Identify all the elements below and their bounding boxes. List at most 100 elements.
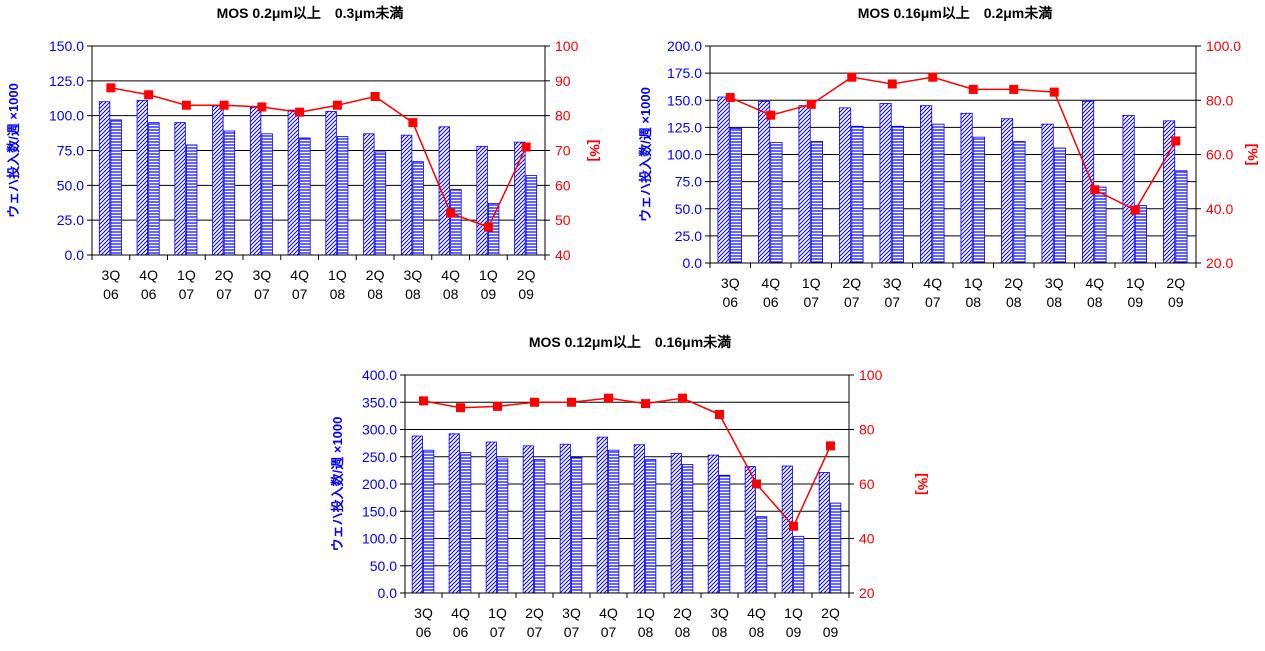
- x-tick-label: 3Q: [414, 605, 433, 621]
- line-marker: [887, 79, 897, 89]
- bar-horizontal: [336, 136, 349, 256]
- bar-horizontal: [608, 449, 620, 594]
- x-tick-label: 3Q: [102, 267, 121, 283]
- x-tick-label: 08: [367, 286, 383, 302]
- x-tick-label: 08: [1087, 294, 1103, 310]
- bar-horizontal: [830, 502, 842, 594]
- chart-title: MOS 0.12μm以上 0.16μm未満: [529, 334, 731, 350]
- line-marker: [493, 401, 502, 411]
- x-tick-label: 09: [786, 624, 802, 640]
- y2-tick-label: 100: [555, 38, 579, 54]
- bar-diagonal: [960, 112, 973, 264]
- y-tick-label: 200.0: [362, 476, 397, 492]
- y-tick-label: 200.0: [667, 38, 702, 54]
- x-tick-label: 2Q: [525, 605, 544, 621]
- line-marker: [530, 397, 539, 407]
- x-tick-label: 2Q: [1004, 275, 1023, 291]
- line-marker: [419, 396, 428, 406]
- y2-tick-label: 90: [555, 73, 571, 89]
- chart-title: MOS 0.16μm以上 0.2μm未満: [858, 5, 1053, 21]
- bar-horizontal: [450, 189, 462, 256]
- bar-horizontal: [460, 451, 472, 594]
- y-axis-title: ウェハ投入数/週 ×1000: [638, 87, 653, 222]
- bar-horizontal: [729, 128, 742, 264]
- line-marker: [789, 521, 798, 531]
- x-tick-label: 1Q: [802, 275, 821, 291]
- y2-tick-label: 70: [555, 143, 571, 159]
- line-marker: [678, 393, 687, 403]
- bar-horizontal: [645, 459, 657, 594]
- x-tick-label: 07: [527, 624, 543, 640]
- x-tick-label: 08: [965, 294, 981, 310]
- line-series: [110, 87, 527, 229]
- bar-horizontal: [497, 458, 509, 594]
- y-axis-title: ウェハ投入数/週 ×1000: [330, 417, 345, 552]
- y-tick-label: 25.0: [57, 212, 84, 228]
- line-marker: [715, 410, 724, 420]
- y-tick-label: 175.0: [667, 65, 702, 81]
- x-tick-label: 2Q: [1166, 275, 1185, 291]
- line-marker: [219, 100, 229, 110]
- line-marker: [1130, 205, 1140, 215]
- x-tick-label: 08: [1006, 294, 1022, 310]
- x-tick-label: 1Q: [328, 267, 347, 283]
- bar-horizontal: [412, 161, 424, 256]
- bar-diagonal: [758, 100, 771, 264]
- x-tick-label: 2Q: [366, 267, 385, 283]
- bar-diagonal: [485, 441, 497, 594]
- bar-diagonal: [249, 106, 262, 256]
- x-tick-label: 3Q: [253, 267, 272, 283]
- x-tick-label: 07: [490, 624, 506, 640]
- bar-diagonal: [839, 107, 852, 264]
- bar-diagonal: [287, 109, 300, 256]
- line-marker: [752, 479, 761, 489]
- line-marker: [766, 110, 776, 120]
- line-marker: [641, 399, 650, 409]
- bar-horizontal: [1094, 186, 1107, 264]
- bar-diagonal: [325, 111, 337, 256]
- line-series: [423, 397, 832, 528]
- x-tick-label: 08: [405, 286, 421, 302]
- x-tick-label: 3Q: [404, 267, 423, 283]
- line-series: [729, 76, 1177, 212]
- bar-diagonal: [707, 454, 719, 594]
- y2-axis-title: [%]: [587, 140, 603, 162]
- line-marker: [806, 99, 816, 109]
- x-tick-label: 07: [803, 294, 819, 310]
- bar-diagonal: [1001, 118, 1014, 264]
- bar-horizontal: [719, 474, 731, 594]
- chart-svg: MOS 0.16μm以上 0.2μm未満 0.0 25.0 50.0 75.0 100.0…: [638, 5, 1261, 310]
- y2-tick-label: 100: [859, 367, 883, 383]
- bar-horizontal: [185, 144, 198, 256]
- line-marker: [928, 72, 938, 82]
- x-tick-label: 1Q: [964, 275, 983, 291]
- y2-tick-label: 80: [859, 422, 875, 438]
- bar-diagonal: [670, 453, 682, 594]
- x-tick-label: 09: [1168, 294, 1184, 310]
- y2-tick-label: 60: [859, 476, 875, 492]
- bar-diagonal: [633, 444, 645, 594]
- line-marker: [567, 397, 576, 407]
- bar-horizontal: [1175, 170, 1188, 264]
- chart-mos-0-16-0-2: MOS 0.16μm以上 0.2μm未満 0.0 25.0 50.0 75.0 100.0…: [620, 0, 1265, 325]
- x-tick-label: 06: [141, 286, 157, 302]
- bar-diagonal: [363, 133, 375, 256]
- line-marker: [257, 102, 267, 112]
- bar-diagonal: [879, 103, 892, 264]
- y-tick-label: 150.0: [49, 38, 84, 54]
- y-tick-label: 75.0: [57, 143, 84, 159]
- bar-horizontal: [1053, 147, 1066, 264]
- x-tick-label: 4Q: [1085, 275, 1104, 291]
- y2-tick-label: 40: [859, 531, 875, 547]
- line-marker: [370, 92, 380, 102]
- x-tick-label: 09: [518, 286, 534, 302]
- x-tick-label: 2Q: [215, 267, 234, 283]
- chart-mos-0-12-0-16: MOS 0.12μm以上 0.16μm未満 0.0 50.0 100.0 150.0 20…: [300, 325, 960, 646]
- chart-svg: MOS 0.12μm以上 0.16μm未満 0.0 50.0 100.0 150.0 20…: [330, 334, 931, 640]
- bar-horizontal: [148, 122, 160, 256]
- y-tick-label: 350.0: [362, 394, 397, 410]
- bar-horizontal: [525, 175, 538, 256]
- bar-diagonal: [448, 433, 460, 594]
- x-tick-label: 4Q: [923, 275, 942, 291]
- y2-axis-title: [%]: [915, 473, 931, 495]
